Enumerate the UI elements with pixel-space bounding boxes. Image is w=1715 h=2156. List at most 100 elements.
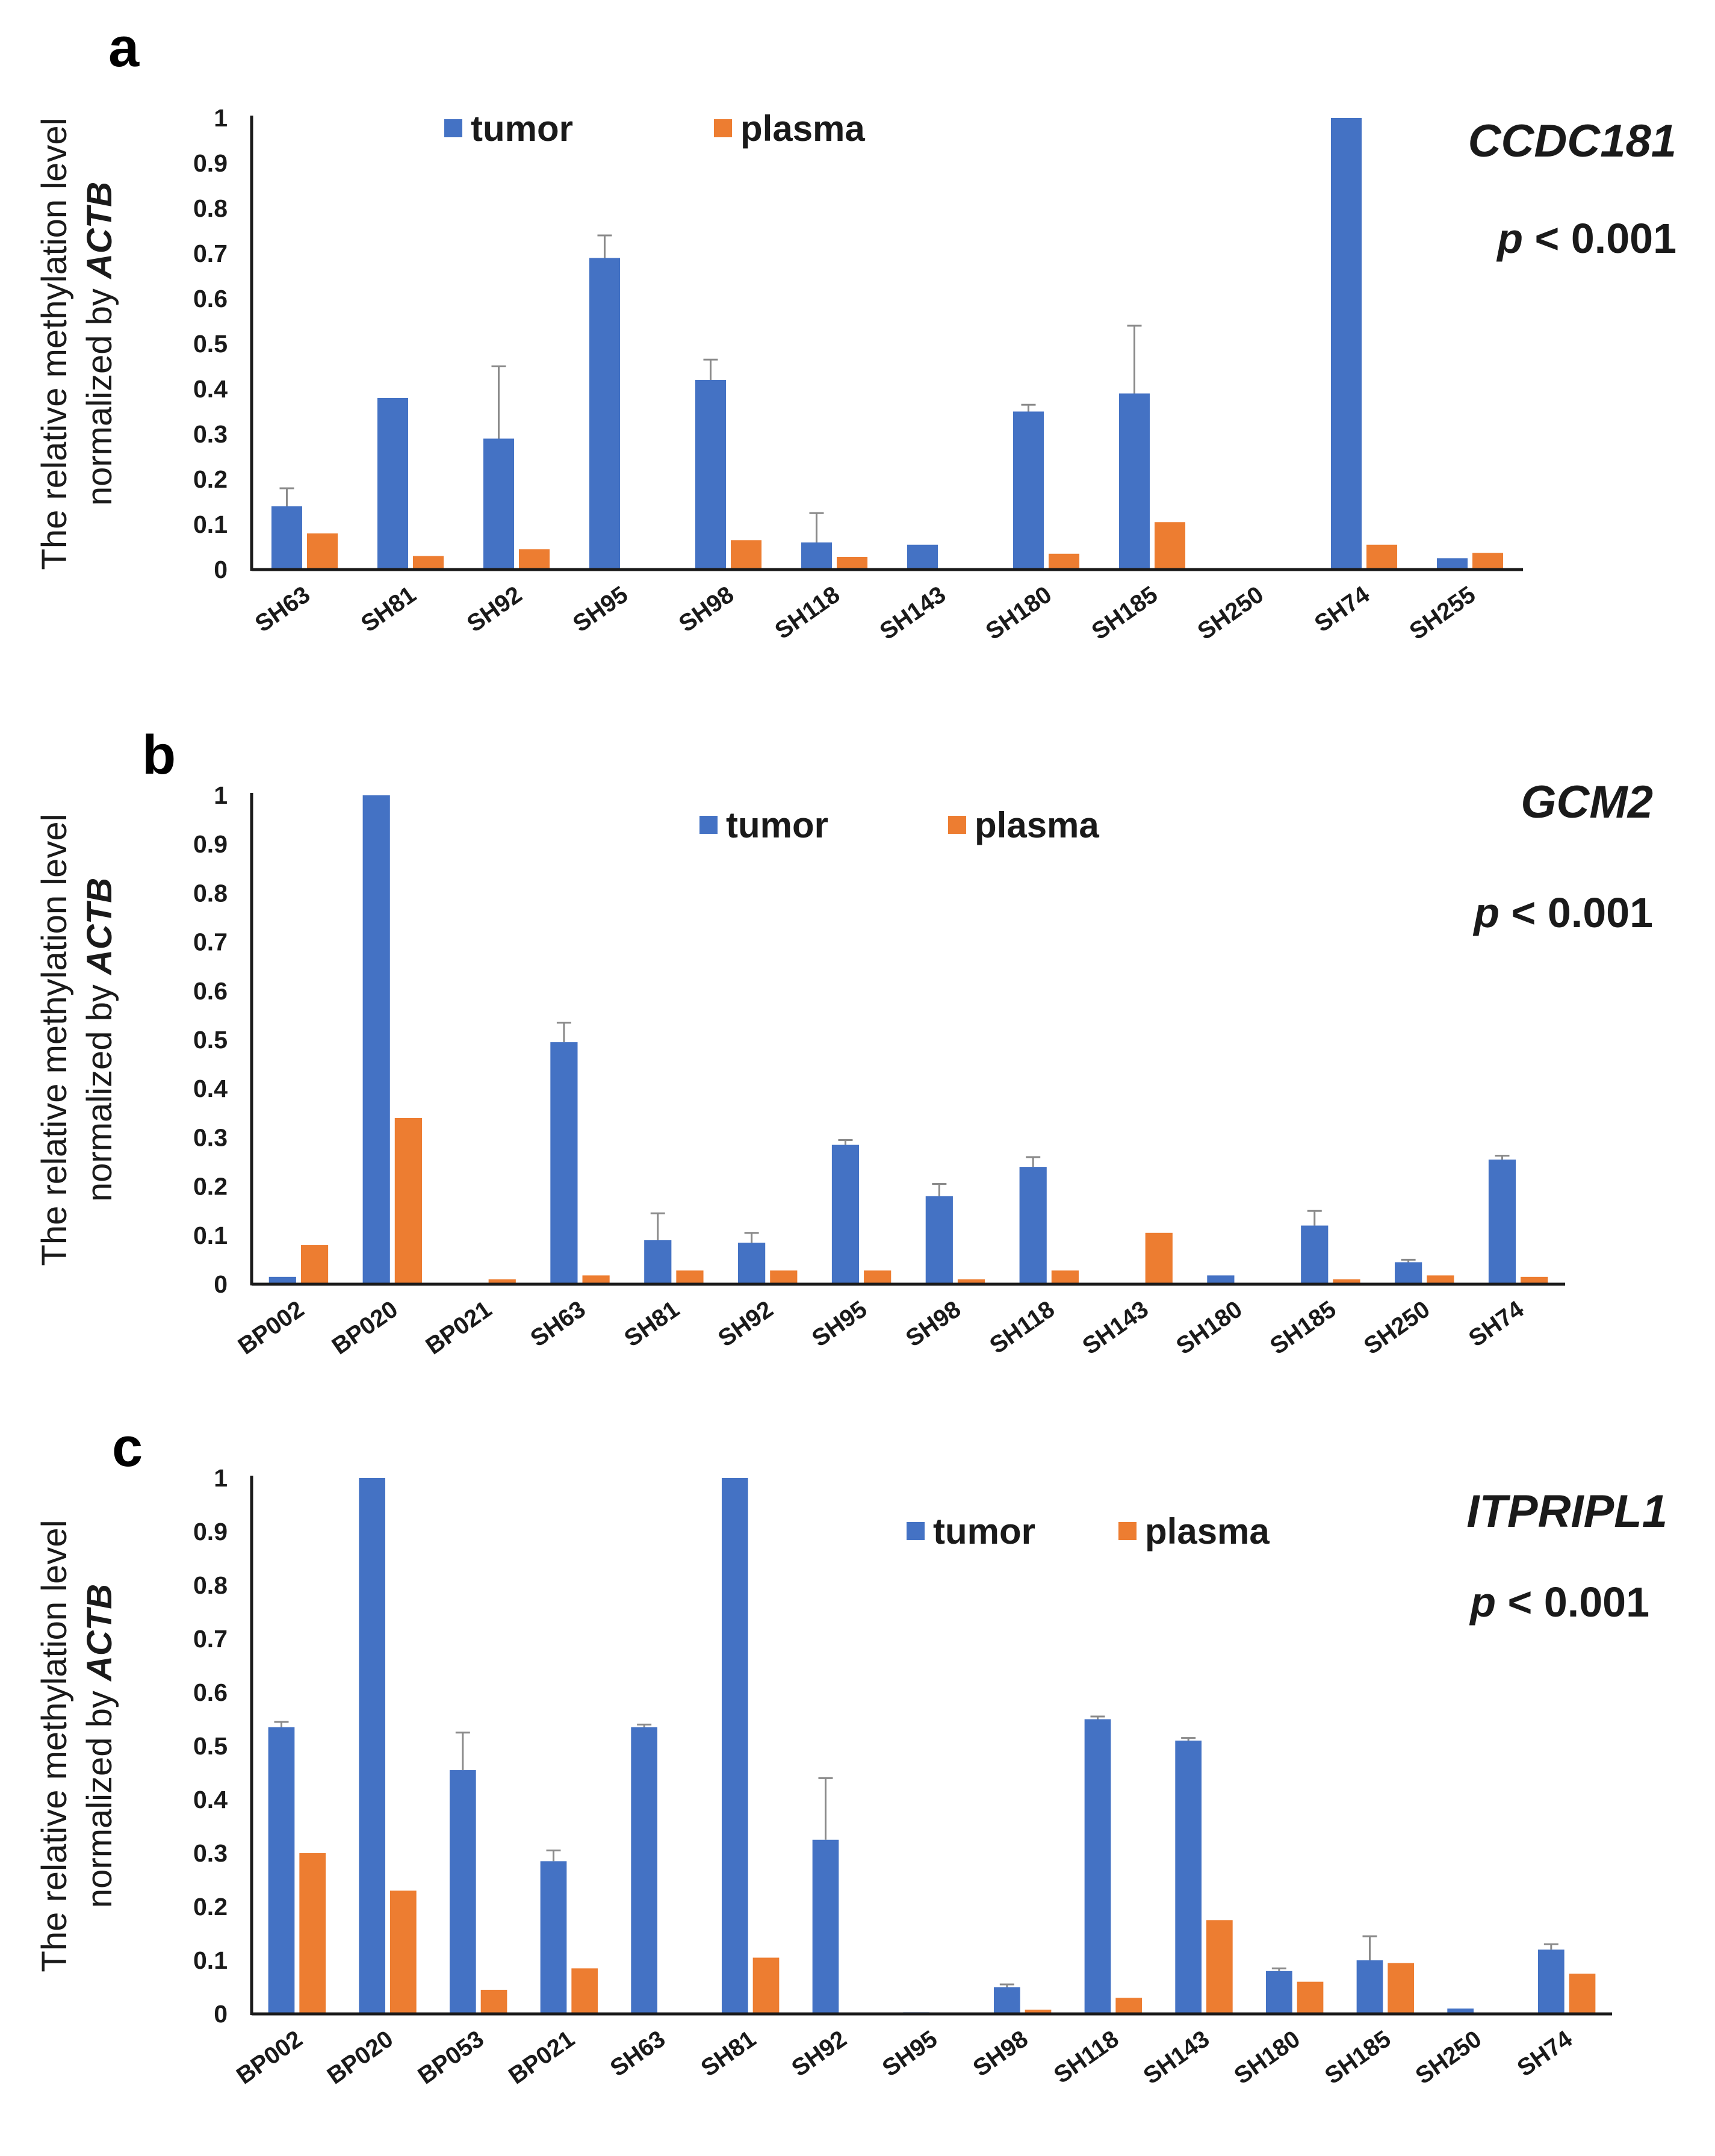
x-tick-label: SH143 (875, 581, 951, 645)
bar-tumor (1084, 1719, 1111, 2014)
bar-plasma (752, 1957, 780, 2014)
bar-plasma (1427, 1275, 1454, 1284)
panel-label: a (108, 17, 140, 78)
bar-plasma (1388, 1963, 1415, 2014)
bar-tumor (721, 1478, 748, 2014)
panel-label: b (142, 724, 176, 786)
bar-tumor (1175, 1741, 1202, 2014)
y-tick-label: 0.4 (193, 1075, 228, 1102)
x-tick-label: SH143 (1078, 1296, 1153, 1359)
y-tick-label: 0.5 (193, 1026, 228, 1054)
bar-tumor (812, 1839, 839, 2014)
bar-plasma (571, 1968, 598, 2014)
x-tick-label: SH118 (1049, 2025, 1124, 2089)
x-tick-label: SH185 (1320, 2025, 1395, 2089)
bar-tumor (925, 1196, 953, 1284)
bar-tumor (1301, 1225, 1329, 1284)
y-tick-label: 0.2 (193, 465, 228, 493)
legend-swatch-tumor (444, 119, 462, 137)
x-tick-label: SH250 (1359, 1296, 1434, 1359)
x-tick-label: SH92 (462, 581, 527, 637)
x-tick-label: SH92 (787, 2025, 851, 2081)
y-tick-label: 0.5 (193, 330, 228, 358)
y-tick-label: 1 (214, 1464, 228, 1492)
bar-tumor (550, 1042, 578, 1284)
x-tick-label: BP020 (323, 2025, 398, 2089)
y-tick-label: 0 (214, 1270, 228, 1298)
bar-tumor (483, 438, 514, 570)
legend-label-plasma: plasma (1145, 1511, 1270, 1552)
x-tick-label: SH63 (250, 581, 315, 637)
x-tick-label: SH81 (619, 1296, 684, 1352)
bar-plasma (676, 1270, 704, 1284)
y-tick-label: 0.8 (193, 1571, 228, 1599)
bar-tumor (1395, 1262, 1422, 1284)
bar-tumor (271, 506, 302, 570)
x-tick-label: BP021 (421, 1296, 496, 1359)
y-axis-label: The relative methylation level (35, 813, 74, 1266)
y-tick-label: 0.7 (193, 1625, 228, 1653)
bar-plasma (307, 533, 338, 570)
bar-plasma (488, 1279, 516, 1284)
y-tick-label: 0.6 (193, 285, 228, 312)
y-tick-label: 0.2 (193, 1893, 228, 1921)
x-tick-label: SH180 (981, 581, 1056, 645)
legend-swatch-plasma (948, 816, 966, 834)
bar-plasma (390, 1890, 417, 2014)
x-tick-label: SH180 (1229, 2025, 1304, 2089)
bar-tumor (631, 1727, 657, 2014)
legend-label-plasma: plasma (975, 805, 1099, 845)
p-value: p < 0.001 (1472, 889, 1653, 936)
bar-tumor (1265, 1971, 1292, 2014)
bar-plasma (837, 557, 868, 570)
x-tick-label: SH185 (1087, 581, 1162, 645)
y-tick-label: 1 (214, 104, 228, 132)
x-tick-label: SH98 (674, 581, 739, 637)
y-tick-label: 0.2 (193, 1173, 228, 1201)
x-tick-label: SH250 (1193, 581, 1268, 645)
bar-tumor (268, 1727, 295, 2014)
bar-tumor (738, 1242, 766, 1284)
y-tick-label: 0.6 (193, 1679, 228, 1706)
bar-tumor (377, 398, 408, 570)
bar-plasma (394, 1117, 422, 1284)
bar-plasma (1333, 1279, 1360, 1284)
bar-plasma (519, 549, 550, 570)
y-tick-label: 1 (214, 781, 228, 809)
x-tick-label: SH95 (568, 581, 633, 637)
legend-swatch-tumor (699, 816, 718, 834)
x-tick-label: SH74 (1464, 1296, 1529, 1352)
x-tick-label: SH118 (985, 1296, 1059, 1359)
bar-plasma (480, 1989, 507, 2014)
bar-tumor (1537, 1949, 1565, 2014)
bar-tumor (449, 1770, 476, 2014)
y-axis-label: The relative methylation level (35, 117, 74, 570)
y-tick-label: 0.7 (193, 240, 228, 267)
x-tick-label: SH143 (1139, 2025, 1214, 2089)
bar-tumor (1013, 411, 1044, 570)
bar-tumor (801, 542, 832, 570)
bar-plasma (1569, 1974, 1596, 2014)
bar-tumor (268, 1276, 296, 1284)
x-tick-label: SH185 (1265, 1296, 1341, 1359)
y-tick-label: 0.3 (193, 420, 228, 448)
bar-tumor (695, 380, 726, 570)
x-tick-label: BP053 (413, 2025, 488, 2089)
y-tick-label: 0.8 (193, 194, 228, 222)
bar-plasma (1366, 544, 1398, 570)
legend-label-tumor: tumor (933, 1511, 1035, 1552)
legend-swatch-plasma (1118, 1522, 1137, 1540)
x-tick-label: SH250 (1411, 2025, 1486, 2089)
x-tick-label: SH92 (713, 1296, 778, 1352)
y-tick-label: 0.9 (193, 830, 228, 858)
legend-label-plasma: plasma (740, 108, 865, 149)
y-tick-label: 0 (214, 556, 228, 583)
x-tick-label: BP020 (327, 1296, 403, 1359)
x-tick-label: SH81 (356, 581, 421, 637)
x-tick-label: SH98 (901, 1296, 966, 1352)
y-axis-label: The relative methylation level (35, 1520, 74, 1972)
x-tick-label: SH95 (807, 1296, 872, 1352)
x-tick-label: BP002 (232, 2025, 307, 2089)
bar-tumor (1436, 558, 1468, 570)
